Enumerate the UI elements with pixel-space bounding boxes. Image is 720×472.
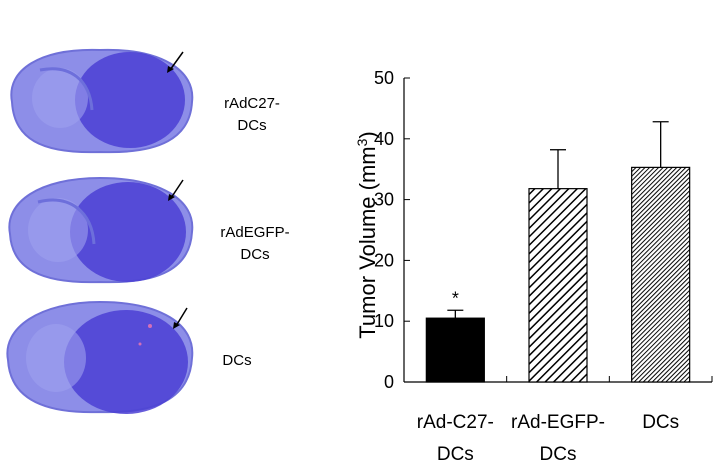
slice-label-line: DCs [222,352,252,369]
y-tick-label: 20 [374,250,394,270]
slice-label-DCs: DCs [212,350,262,372]
bar-2 [631,166,691,383]
slice-label-rAdC27: rAdC27- DCs [212,93,292,137]
micrograph-panel: rAdC27- DCs rAdEGFP- DCs DCs [0,0,330,472]
y-axis-title: Tumor Volume (mm3) [354,131,380,338]
x-category-label-line2: DCs [437,444,474,465]
tumor-volume-chart: 0 10 20 30 40 50 rAd-C27- DCs rAd-EGFP- DCs DCs * [340,60,720,472]
y-tick-label: 0 [384,372,394,392]
y-tick-label: 40 [374,129,394,149]
y-axis-title-close: ) [355,131,380,138]
y-tick-label: 50 [374,68,394,88]
y-tick-label: 30 [374,190,394,210]
bar-1 [528,188,588,383]
brain-slice-DCs [0,296,200,421]
labels: 0 10 20 30 40 50 rAd-C27- DCs rAd-EGFP- DCs DCs * [374,68,679,465]
slice-label-line: rAdC27- [224,95,280,112]
y-axis-title-text: Tumor Volume (mm [355,146,380,338]
bar-0 [425,317,485,383]
x-category-label-line2: DCs [540,444,577,465]
brain-slice-rAdC27 [0,40,200,160]
slice-label-line: DCs [237,117,267,134]
x-category-label: DCs [642,412,679,433]
bars [425,121,691,383]
x-category-label: rAd-C27- [417,412,494,433]
x-category-label: rAd-EGFP- [511,412,605,433]
slice-label-line: DCs [240,246,270,263]
slice-label-line: rAdEGFP- [220,224,290,241]
brain-slice-rAdEGFP [0,170,200,290]
significance-asterisk: * [452,288,459,308]
svg-text:Tumor Volume (mm3): Tumor Volume (mm3) [354,131,380,338]
y-tick-label: 10 [374,311,394,331]
slice-label-rAdEGFP: rAdEGFP- DCs [210,222,300,266]
y-axis-title-superscript: 3 [354,138,370,146]
